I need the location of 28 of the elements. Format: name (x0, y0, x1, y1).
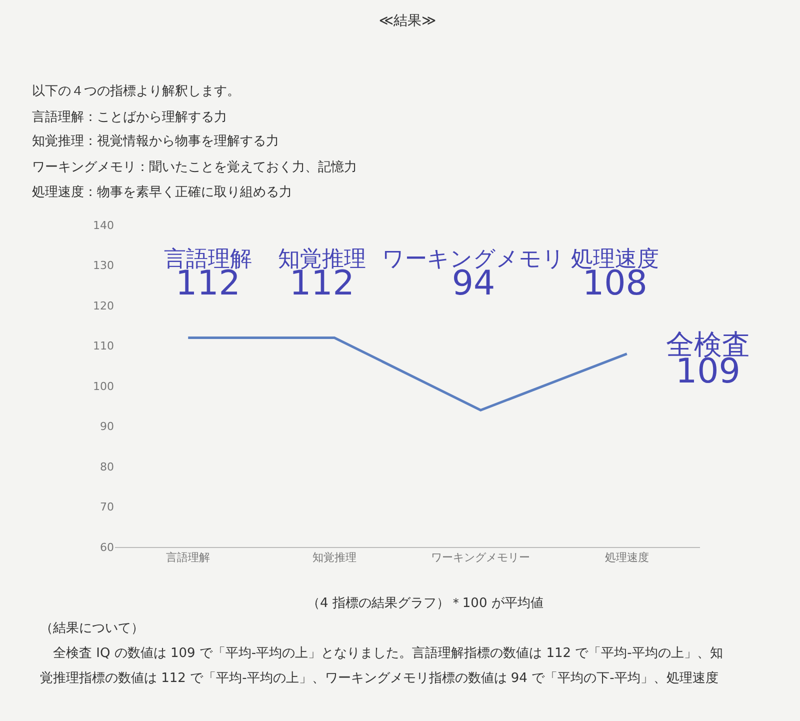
annotation: 処理速度 108 (571, 247, 659, 304)
text: 覚推理指標の数値は 112 で「平均-平均の上」、ワーキングメモリ指標の数値は 94 で「平均の下-平均」、処理速度 (40, 670, 718, 686)
chart-title: ≪結果≫ (378, 12, 436, 29)
x-tick-label: 処理速度 (604, 551, 649, 564)
y-tick-label: 140 (93, 218, 114, 232)
text: （4 指標の結果グラフ）＊100 が平均値 (307, 596, 544, 611)
x-tick-label: ワーキングメモリー (431, 551, 530, 564)
y-tick-label: 90 (100, 420, 114, 434)
text: 以下の４つの指標より解釈します。 (32, 84, 240, 99)
x-tick-label: 言語理解 (166, 551, 210, 564)
text: 全検査 IQ の数値は 109 で「平均-平均の上」となりました。言語理解指標の数値は 112 で「平均-平均の上」、知 (40, 645, 723, 661)
y-tick-label: 110 (93, 340, 114, 353)
annotation: 全検査 109 (666, 328, 750, 392)
annotation: 言語理解 112 (164, 247, 252, 304)
text: 知覚推理：視覚情報から物事を理解する力 (32, 134, 279, 149)
x-tick-label: 知覚推理 (312, 551, 356, 564)
text: 処理速度：物事を素早く正確に取り組める力 (32, 184, 292, 200)
annotation: ワーキングメモリ 94 (382, 247, 565, 304)
y-tick-label: 100 (93, 380, 114, 393)
y-tick-label: 120 (93, 299, 114, 312)
y-tick-label: 80 (100, 460, 114, 474)
y-tick-label: 130 (93, 259, 114, 272)
y-tick-label: 70 (100, 500, 114, 514)
text: 言語理解：ことばから理解する力 (32, 109, 227, 125)
y-tick-label: 60 (100, 540, 114, 554)
text: （結果について） (40, 621, 144, 636)
text: ワーキングメモリ：聞いたことを覚えておく力、記憶力 (32, 160, 357, 175)
annotation: 知覚推理 112 (278, 247, 366, 304)
